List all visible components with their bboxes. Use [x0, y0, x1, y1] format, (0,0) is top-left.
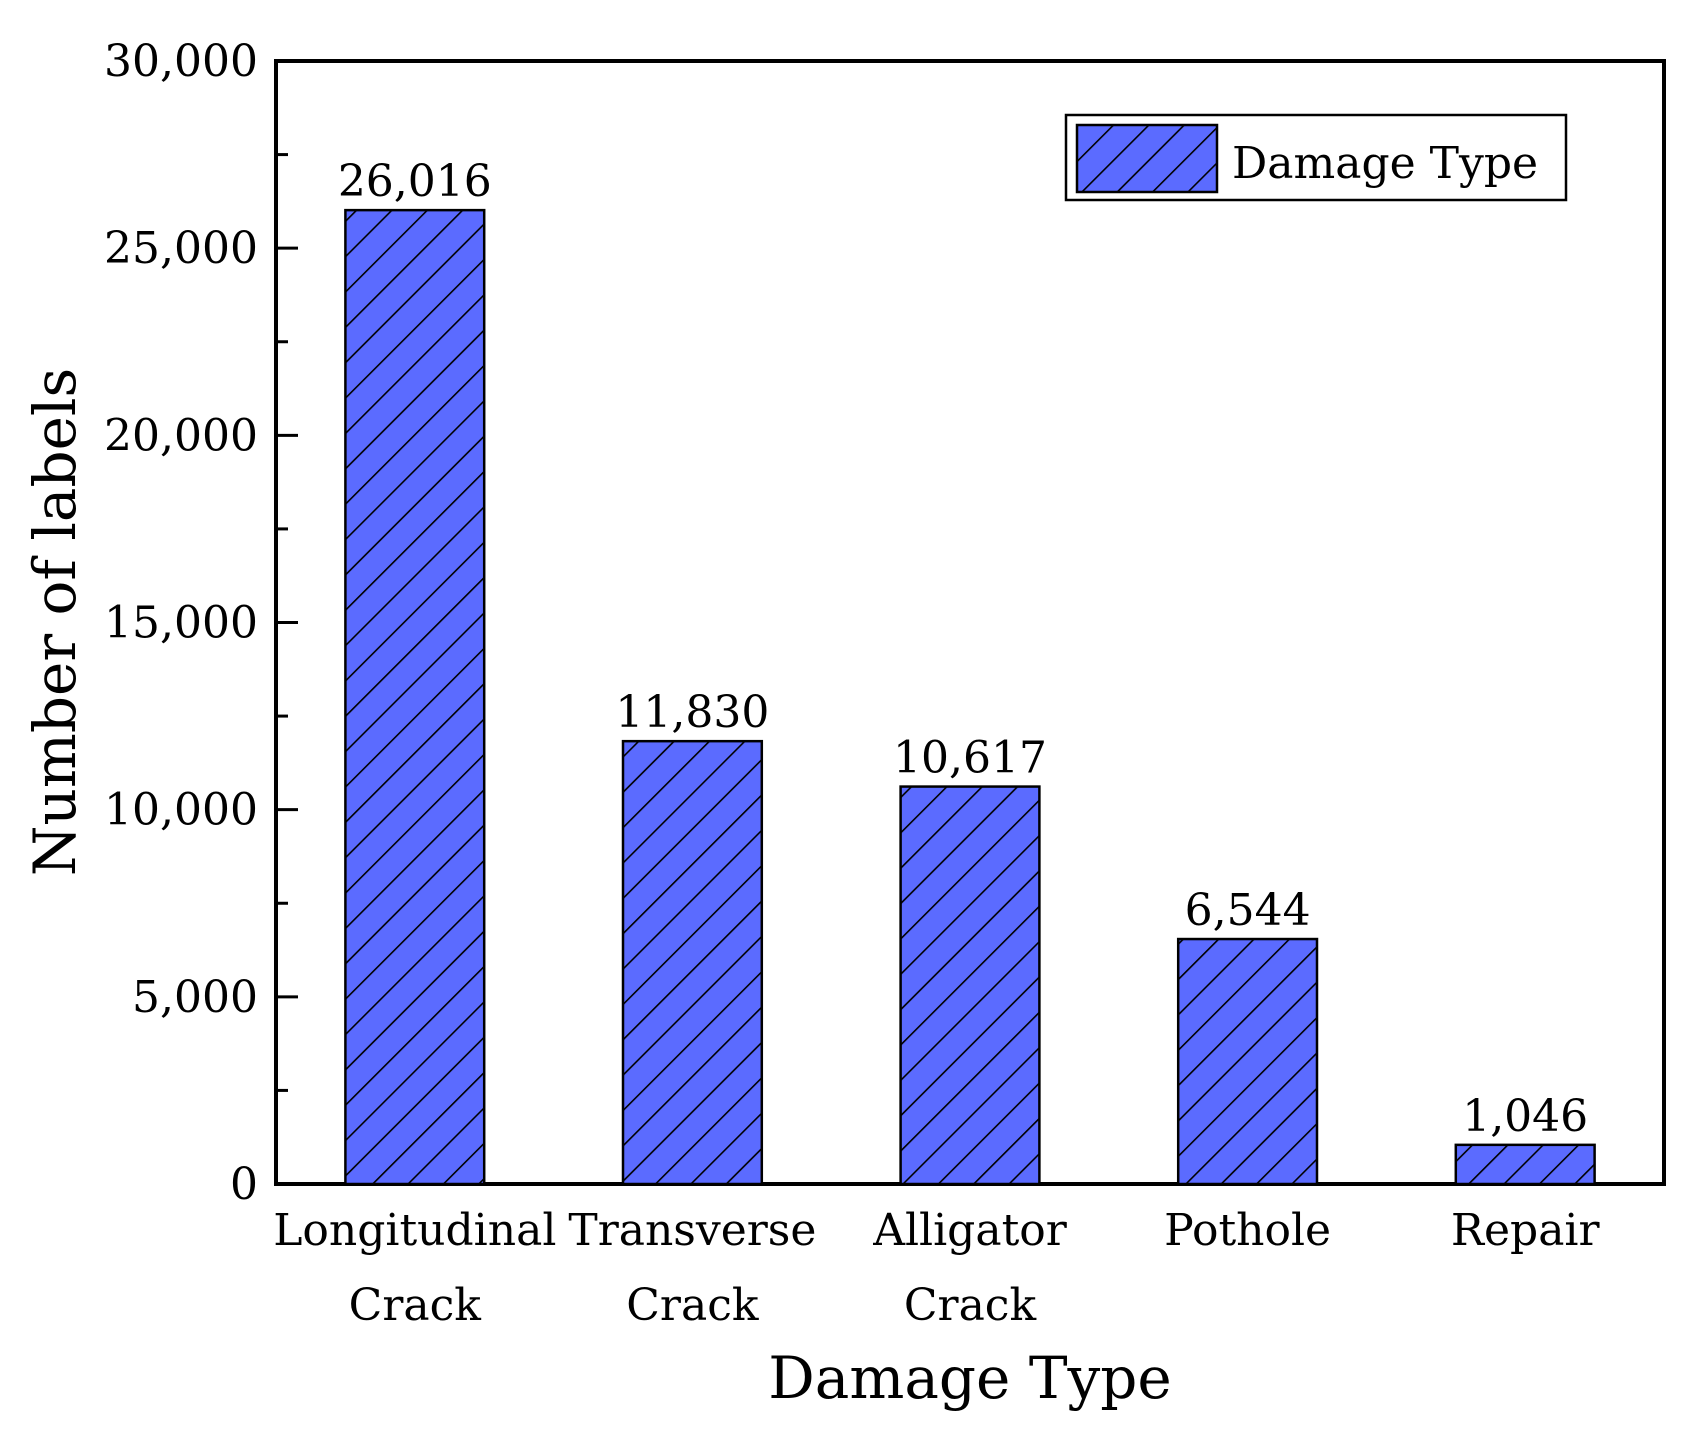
bar-value-label: 10,617 — [893, 733, 1047, 784]
y-axis-title: Number of labels — [21, 368, 89, 876]
x-category-label: Repair — [1451, 1205, 1601, 1256]
bar — [621, 739, 764, 1186]
bar — [899, 785, 1041, 1186]
bars-group: 26,016 11,830 10,617 6,544 1,046 — [338, 156, 1596, 1186]
x-category-label: Crack — [349, 1280, 482, 1331]
x-category-label: Alligator — [872, 1205, 1068, 1256]
y-axis-ticks: 0 5,000 10,000 15,000 20,000 25,000 30,000 — [104, 36, 298, 1210]
legend-label: Damage Type — [1232, 138, 1538, 189]
y-tick-label: 10,000 — [104, 785, 258, 836]
y-tick-label: 0 — [230, 1159, 258, 1210]
y-tick-label: 30,000 — [104, 36, 258, 87]
legend: Damage Type — [1064, 113, 1568, 202]
bar — [1454, 1143, 1596, 1186]
x-category-label: Transverse — [568, 1205, 816, 1256]
y-tick-label: 20,000 — [104, 410, 258, 461]
x-category-label: Pothole — [1164, 1205, 1331, 1256]
bar-value-label: 11,830 — [615, 687, 769, 738]
bar-value-label: 1,046 — [1462, 1091, 1588, 1142]
y-tick-label: 25,000 — [104, 223, 258, 274]
x-axis-categories: Longitudinal Crack Transverse Crack Alligato… — [273, 1205, 1600, 1331]
x-category-label: Longitudinal — [273, 1205, 556, 1256]
x-category-label: Crack — [626, 1280, 759, 1331]
y-tick-label: 15,000 — [104, 598, 258, 649]
x-axis-title: Damage Type — [768, 1344, 1171, 1412]
x-category-label: Crack — [904, 1280, 1037, 1331]
y-tick-label: 5,000 — [132, 972, 258, 1023]
bar-value-label: 6,544 — [1185, 885, 1311, 936]
legend-swatch — [1075, 123, 1219, 194]
bar-value-label: 26,016 — [338, 156, 492, 207]
bar — [1176, 937, 1319, 1186]
bar — [344, 208, 486, 1186]
